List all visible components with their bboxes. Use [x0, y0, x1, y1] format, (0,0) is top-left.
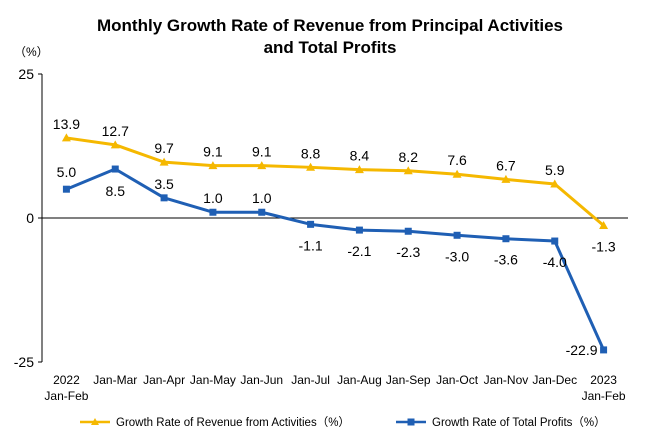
data-label: -2.3: [396, 244, 420, 260]
data-label: 6.7: [496, 157, 516, 173]
data-point-marker: [306, 162, 316, 171]
data-label: -4.0: [543, 254, 567, 270]
data-point-marker: [501, 174, 511, 183]
data-label: 8.8: [301, 145, 321, 161]
data-point-marker: [599, 220, 609, 229]
x-tick-label: Jan-May: [190, 373, 236, 387]
x-tick-label: Jan-Nov: [484, 373, 529, 387]
data-label: 8.2: [399, 149, 419, 165]
x-tick-label: Jan-Dec: [532, 373, 577, 387]
data-point-marker: [110, 140, 120, 149]
data-label: 12.7: [102, 123, 129, 139]
y-unit-label: （%）: [14, 45, 49, 59]
data-point-marker: [502, 235, 510, 243]
data-point-marker: [403, 166, 413, 175]
x-tick-label: 2023: [590, 373, 617, 387]
series-line-2: [65, 167, 605, 351]
legend-label: Growth Rate of Total Profits（%）: [432, 416, 606, 429]
data-label: 8.4: [350, 148, 370, 164]
data-label: 1.0: [252, 190, 272, 206]
data-point-marker: [257, 161, 267, 170]
data-point-marker: [452, 169, 462, 178]
data-label: 7.6: [447, 152, 467, 168]
data-point-marker: [354, 165, 364, 174]
data-point-marker: [551, 237, 559, 245]
data-label: 9.1: [252, 144, 272, 160]
legend-marker: [407, 418, 415, 426]
data-point-marker: [159, 157, 169, 166]
data-label: -2.1: [347, 243, 371, 259]
data-label: 9.1: [203, 144, 223, 160]
x-tick-label: 2022: [53, 373, 80, 387]
data-label: -3.6: [494, 252, 518, 268]
x-tick-label: Jan-Sep: [386, 373, 431, 387]
data-label: 8.5: [106, 183, 126, 199]
chart-title-line1: Monthly Growth Rate of Revenue from Prin…: [97, 16, 563, 35]
x-tick-label-line2: Jan-Feb: [44, 389, 88, 403]
data-point-marker: [453, 231, 461, 239]
data-point-marker: [307, 220, 315, 228]
legend-label: Growth Rate of Revenue from Activities（%…: [116, 416, 350, 429]
data-label: -1.3: [592, 238, 616, 254]
data-point-marker: [62, 185, 70, 193]
series-line-1: [66, 136, 605, 227]
x-tick-label: Jan-Mar: [93, 373, 137, 387]
x-tick-label-line2: Jan-Feb: [582, 389, 626, 403]
data-label: 1.0: [203, 190, 223, 206]
data-label: -1.1: [299, 237, 323, 253]
data-point-marker: [258, 208, 266, 216]
data-label: 5.9: [545, 162, 565, 178]
data-label: 9.7: [154, 140, 174, 156]
y-tick-label: 0: [26, 210, 34, 226]
data-label: 3.5: [154, 176, 174, 192]
data-point-marker: [550, 179, 560, 188]
data-point-marker: [355, 226, 363, 234]
data-point-marker: [209, 208, 217, 216]
x-tick-label: Jan-Jul: [291, 373, 330, 387]
data-point-marker: [404, 227, 412, 235]
data-label: -3.0: [445, 248, 469, 264]
data-point-marker: [111, 165, 119, 173]
data-point-marker: [160, 194, 168, 202]
x-tick-label: Jan-Oct: [436, 373, 479, 387]
x-tick-label: Jan-Apr: [143, 373, 185, 387]
data-point-marker: [600, 346, 608, 354]
x-tick-label: Jan-Aug: [337, 373, 382, 387]
data-label: -22.9: [566, 342, 598, 358]
legend-marker: [91, 418, 99, 425]
data-label: 5.0: [57, 164, 77, 180]
y-tick-label: -25: [14, 354, 34, 370]
x-tick-label: Jan-Jun: [240, 373, 283, 387]
y-tick-label: 25: [18, 66, 34, 82]
chart-title-line2: and Total Profits: [263, 38, 397, 57]
data-label: 13.9: [53, 116, 80, 132]
data-point-marker: [208, 161, 218, 170]
data-point-marker: [61, 133, 71, 142]
